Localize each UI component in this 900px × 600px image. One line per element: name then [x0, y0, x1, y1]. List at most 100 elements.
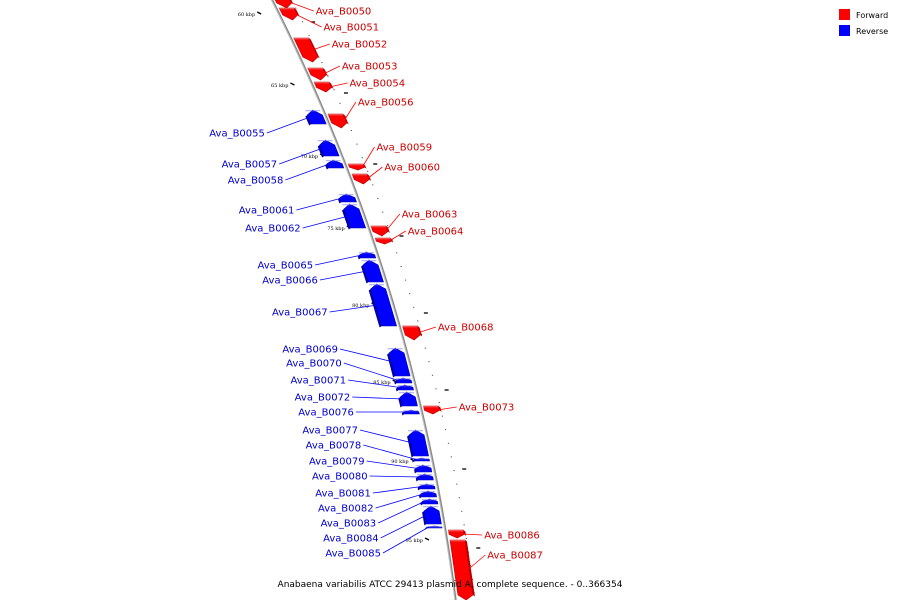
gene-block-shade — [387, 353, 396, 378]
leader-forward — [388, 230, 407, 242]
leader-reverse — [339, 348, 394, 363]
gene-block — [397, 384, 414, 391]
gene-label-reverse: Ava_B0061 — [239, 206, 295, 217]
gene-block — [326, 159, 345, 169]
gene-Ava_B0076 — [401, 409, 420, 416]
gene-Ava_B0081 — [417, 483, 436, 491]
gene-Ava_B0070 — [394, 377, 413, 385]
gene-Ava_B0064 — [374, 237, 394, 245]
kbp-tick-label: 85 kbp — [373, 380, 390, 386]
plasmid-backbone-highlight — [271, 0, 456, 600]
gene-block-shade — [415, 476, 419, 482]
gene-block — [402, 325, 421, 341]
kbp-tick-label: 60 kbp — [238, 12, 255, 18]
gene-label-reverse: Ava_B0067 — [272, 308, 328, 319]
gene-label-reverse: Ava_B0079 — [309, 457, 365, 468]
gene-label-forward: Ava_B0086 — [484, 531, 540, 542]
leader-forward — [385, 213, 401, 232]
gene-block — [359, 251, 377, 259]
kbp-tick-label: 75 kbp — [327, 226, 344, 232]
gene-block — [415, 464, 433, 473]
leader-reverse — [279, 147, 324, 165]
gene-label-reverse: Ava_B0076 — [298, 408, 354, 419]
gene-Ava_B0063 — [370, 225, 390, 237]
gene-block — [307, 109, 327, 125]
gene-Ava_B0053 — [307, 67, 328, 81]
gene-label-reverse: Ava_B0062 — [245, 224, 301, 235]
map-caption: Anabaena variabilis ATCC 29413 plasmid A… — [278, 580, 623, 590]
gene-label-forward: Ava_B0054 — [350, 79, 406, 90]
gene-block — [374, 237, 392, 245]
gene-Ava_B0067 — [368, 283, 398, 328]
kbp-tick-label: 80 kbp — [352, 303, 369, 309]
kbp-tick-label: 90 kbp — [391, 459, 408, 465]
gene-block — [347, 163, 365, 171]
leader-forward — [312, 43, 330, 51]
gene-block-shade — [417, 326, 423, 337]
leader-reverse — [380, 514, 427, 539]
gene-block — [388, 347, 411, 377]
gene-Ava_B0065 — [357, 251, 377, 260]
gene-label-reverse: Ava_B0077 — [302, 426, 358, 437]
gene-Ava_B0061 — [337, 193, 357, 204]
gene-label-reverse: Ava_B0069 — [282, 345, 338, 356]
gene-Ava_B0073 — [423, 405, 442, 415]
gene-Ava_B0060 — [351, 173, 372, 185]
gene-label-reverse: Ava_B0066 — [262, 276, 318, 287]
gene-label-forward: Ava_B0050 — [316, 7, 372, 18]
scale-ticks: 60 kbp 65 kbp 70 kbp 75 kbp 80 kbp 85 kbp 90 k… — [238, 7, 481, 594]
gene-label-forward: Ava_B0073 — [459, 403, 515, 414]
gene-block — [293, 37, 319, 63]
gene-Ava_B0062 — [342, 203, 367, 230]
gene-block — [351, 173, 370, 185]
gene-block — [420, 490, 437, 498]
gene-label-reverse: Ava_B0083 — [321, 519, 377, 530]
gene-label-reverse: Ava_B0070 — [286, 359, 342, 370]
gene-Ava_B0080 — [415, 473, 434, 482]
gene-Ava_B0059 — [347, 163, 367, 171]
gene-label-reverse: Ava_B0080 — [312, 472, 368, 483]
gene-Ava_B0055 — [305, 109, 327, 126]
gene-label-forward: Ava_B0060 — [384, 163, 440, 174]
gene-block-shade — [329, 82, 334, 89]
kbp-tick-label: 65 kbp — [271, 83, 288, 89]
gene-block-shade — [342, 209, 351, 230]
gene-Ava_B0084 — [422, 505, 442, 526]
major-tick — [424, 537, 430, 541]
backbone-group — [270, 0, 457, 600]
gene-block — [423, 505, 442, 525]
leader-reverse — [352, 396, 403, 400]
gene-Ava_B0071 — [395, 384, 414, 392]
legend-label-reverse: Reverse — [856, 27, 888, 36]
gene-block-shade — [363, 164, 367, 169]
leader-forward — [343, 101, 357, 122]
gene-block-shade — [322, 68, 328, 77]
major-tick — [290, 82, 295, 86]
leader-reverse — [319, 270, 368, 281]
gene-block — [408, 429, 429, 457]
leader-reverse — [372, 486, 422, 494]
leader-forward — [461, 533, 483, 536]
leader-reverse — [296, 197, 343, 211]
gene-label-forward: Ava_B0051 — [324, 23, 380, 34]
gene-Ava_B0051 — [278, 7, 300, 21]
gene-block-shade — [361, 265, 369, 284]
gene-label-reverse: Ava_B0055 — [209, 129, 265, 140]
gene-Ava_B0068 — [402, 325, 423, 341]
gene-block — [339, 193, 357, 203]
gene-features — [274, 0, 475, 600]
leader-reverse — [366, 460, 419, 469]
gene-label-forward: Ava_B0064 — [408, 227, 464, 238]
gene-block-shade — [438, 406, 442, 412]
gene-label-reverse: Ava_B0082 — [318, 504, 374, 515]
gene-block-shade — [398, 397, 403, 408]
gene-Ava_B0079 — [414, 464, 433, 474]
gene-block — [307, 67, 327, 81]
gene-label-forward: Ava_B0087 — [487, 551, 543, 562]
gene-block-shade — [401, 411, 405, 416]
leader-reverse — [369, 475, 420, 478]
gene-label-reverse: Ava_B0058 — [228, 176, 284, 187]
gene-label-reverse: Ava_B0078 — [306, 441, 362, 452]
gene-block — [327, 113, 348, 129]
